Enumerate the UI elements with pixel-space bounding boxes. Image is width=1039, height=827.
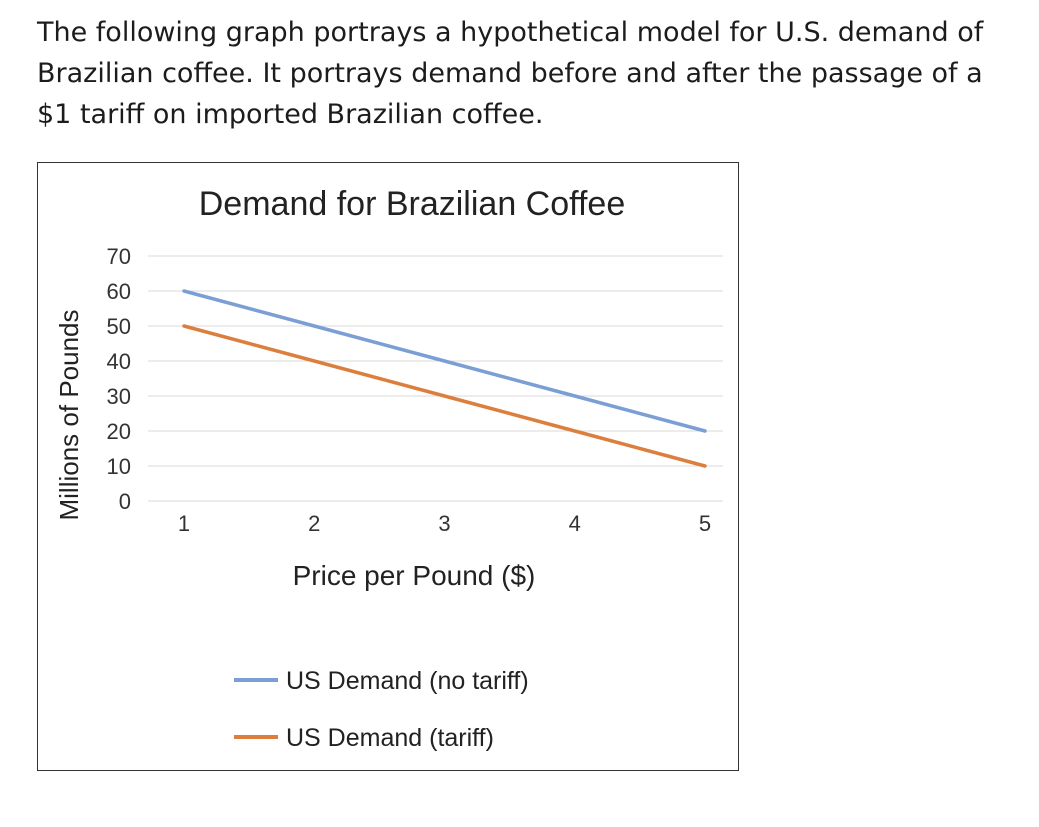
y-tick-label-10: 10 xyxy=(107,454,131,479)
gridlines xyxy=(148,255,723,502)
y-tick-label-60: 60 xyxy=(107,279,131,304)
legend-label-2: US Demand (tariff) xyxy=(286,724,494,752)
y-tick-label-30: 30 xyxy=(107,384,131,409)
legend: US Demand (no tariff) US Demand (tariff) xyxy=(234,667,529,752)
x-tick-label-1: 1 xyxy=(178,511,190,536)
chart-frame: Demand for Brazilian Coffee Millions of … xyxy=(37,162,739,771)
x-tick-label-5: 5 xyxy=(699,511,711,536)
series-line-2 xyxy=(182,324,707,468)
y-tick-label-50: 50 xyxy=(107,314,131,339)
x-tick-label-4: 4 xyxy=(569,511,581,536)
y-tick-label-70: 70 xyxy=(107,244,131,269)
x-axis-label: Price per Pound ($) xyxy=(293,560,536,591)
y-tick-label-40: 40 xyxy=(107,349,131,374)
y-axis-label: Millions of Pounds xyxy=(54,310,84,521)
x-tick-label-3: 3 xyxy=(438,511,450,536)
question-intro-text: The following graph portrays a hypotheti… xyxy=(37,17,984,130)
y-tick-label-20: 20 xyxy=(107,419,131,444)
y-tick-label-0: 0 xyxy=(119,489,131,514)
x-tick-labels: 1 2 3 4 5 xyxy=(178,511,711,536)
series-line-1 xyxy=(182,289,707,433)
series-lines xyxy=(182,289,707,468)
chart-title: Demand for Brazilian Coffee xyxy=(199,185,625,223)
y-tick-labels: 0 10 20 30 40 50 60 70 xyxy=(107,244,131,514)
legend-label-1: US Demand (no tariff) xyxy=(286,667,529,695)
x-tick-label-2: 2 xyxy=(308,511,320,536)
demand-line-chart: Demand for Brazilian Coffee Millions of … xyxy=(54,185,723,752)
